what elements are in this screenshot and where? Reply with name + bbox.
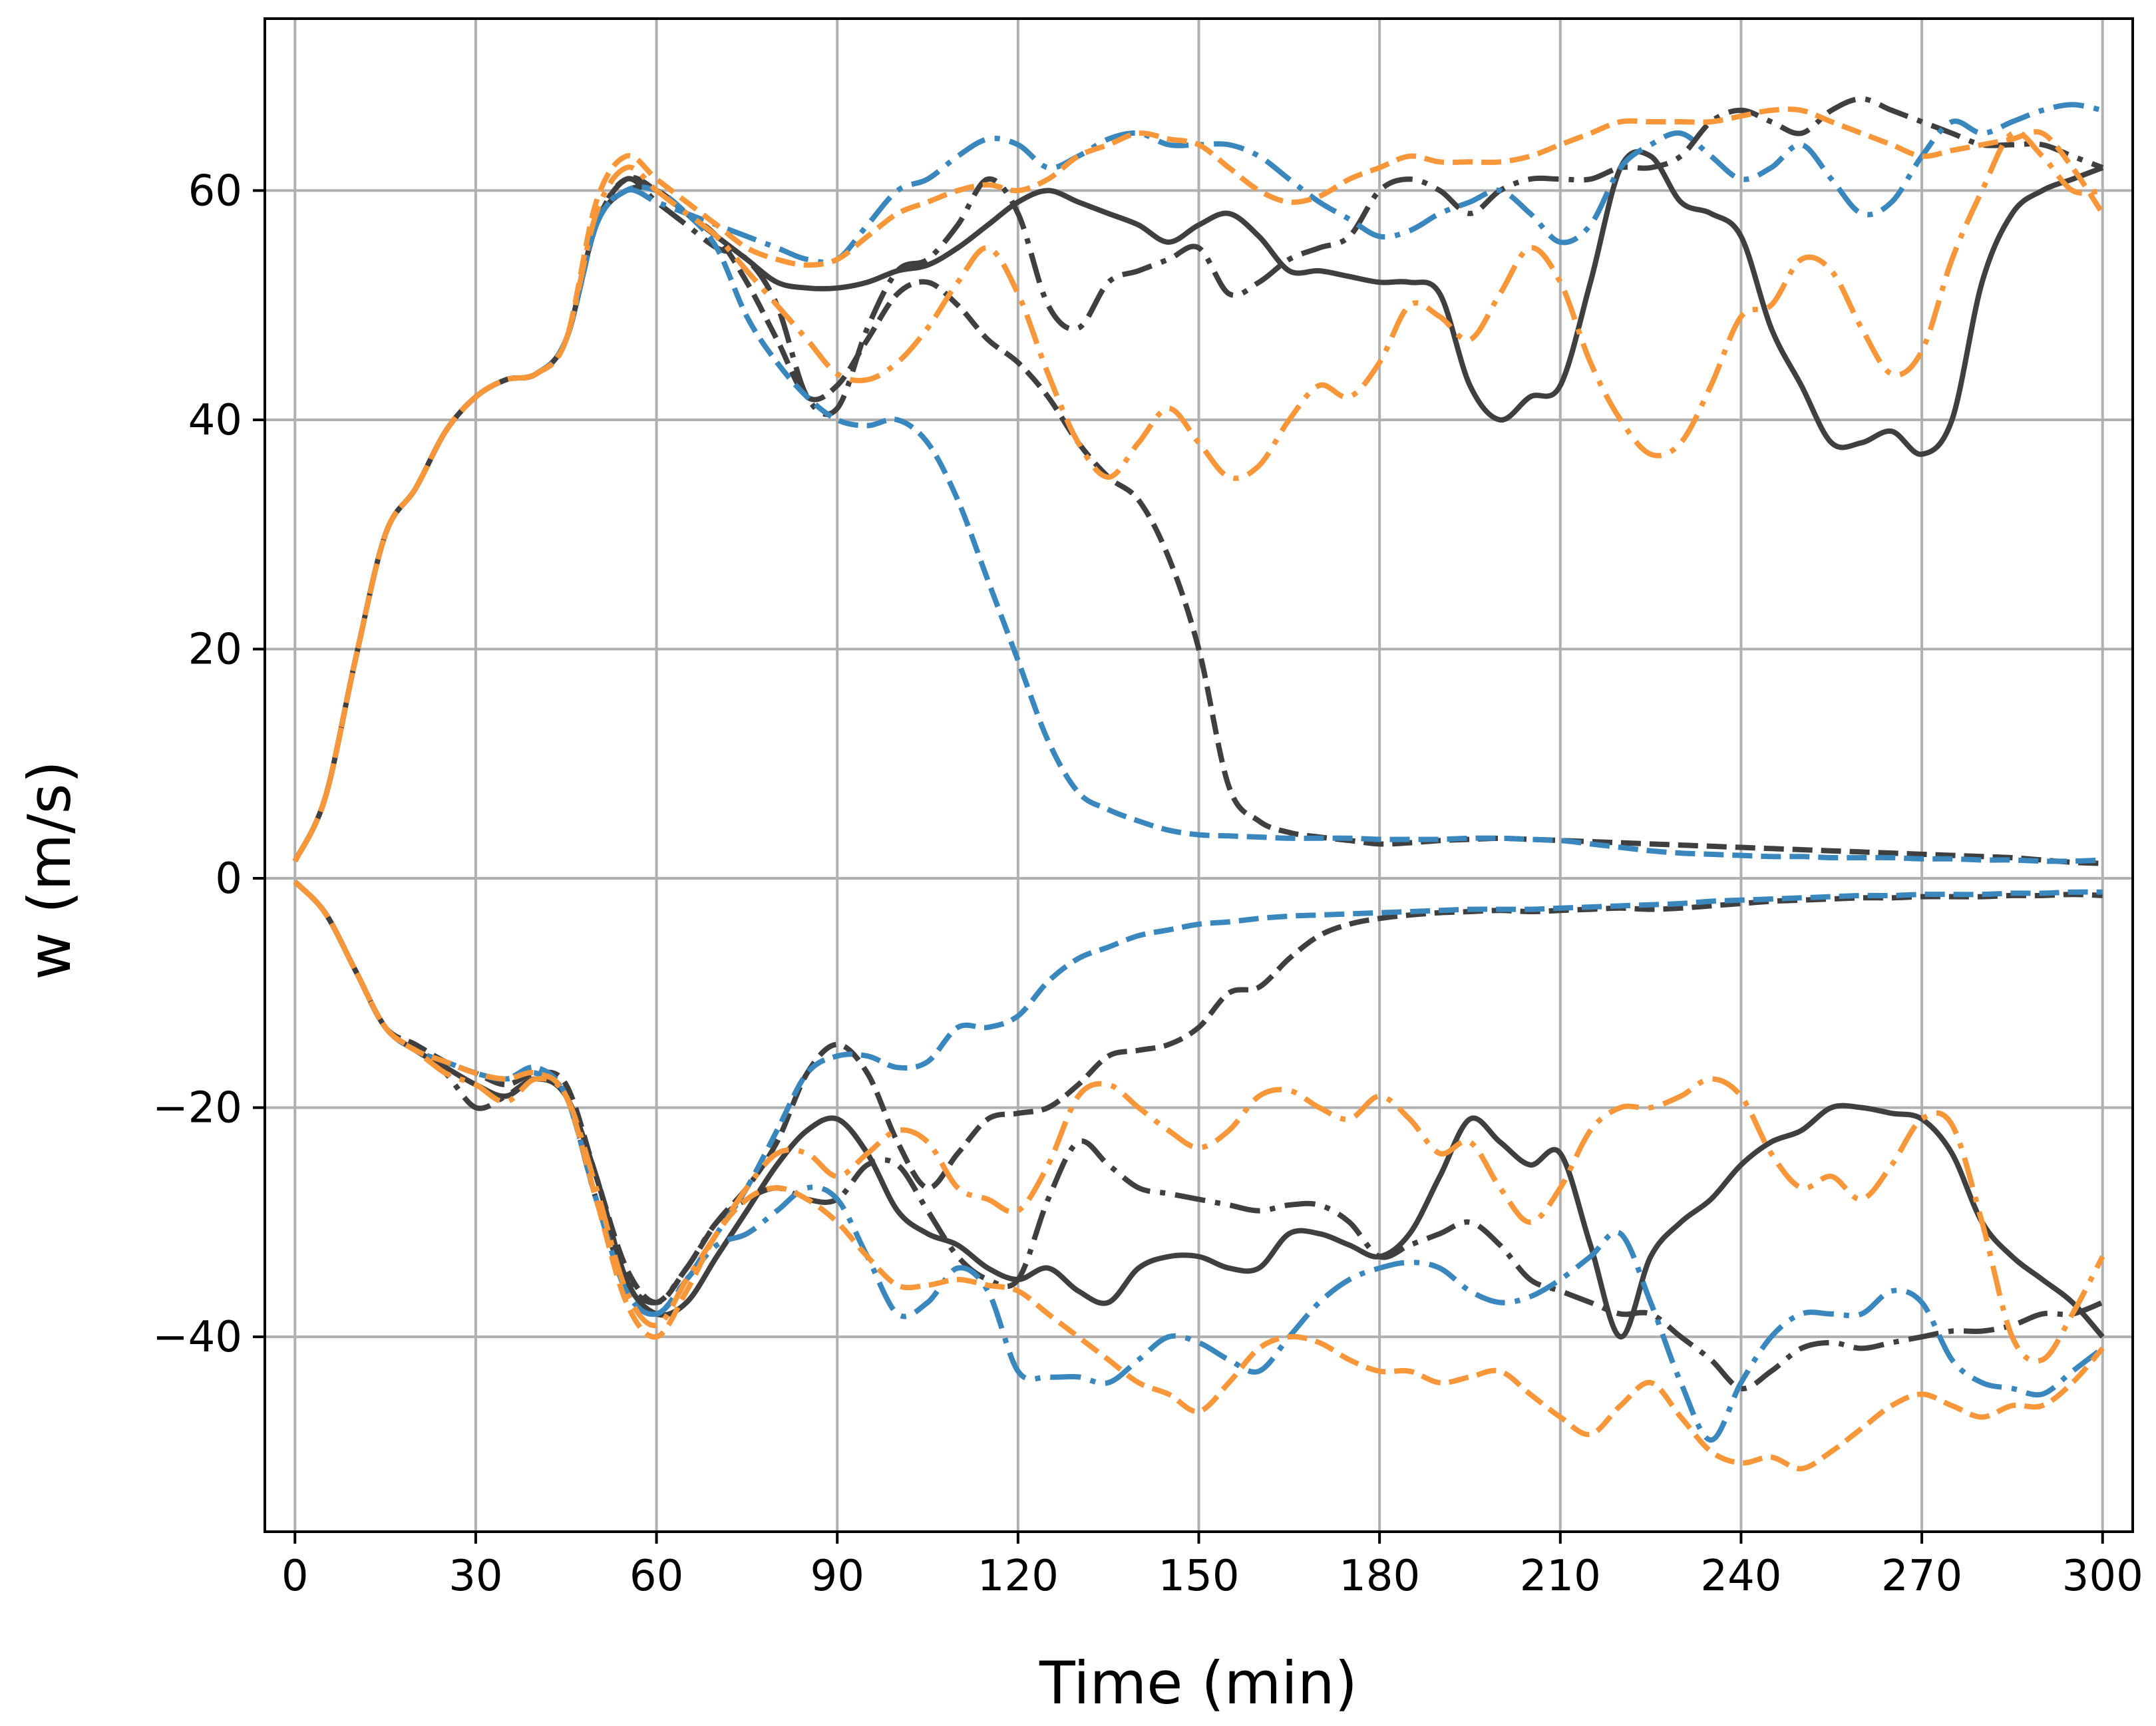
- x-tick-label: 300: [2062, 1552, 2143, 1601]
- series-black-dashdot-updraft: [292, 96, 2104, 862]
- x-tick-label: 150: [1158, 1552, 1239, 1601]
- x-tick-label: 90: [810, 1552, 864, 1601]
- x-tick-label: 30: [449, 1552, 502, 1601]
- y-tick-label: 40: [188, 396, 242, 445]
- x-tick-label: 120: [978, 1552, 1059, 1601]
- axis-ticks: 0 30 60 90 120 150 180 210 240 270 300 −40 −20 0 20 40 6…: [152, 166, 2143, 1601]
- y-tick-label: 0: [215, 854, 242, 904]
- series-orange-dashdot-updraft: [292, 129, 2103, 862]
- series-group: [292, 96, 2105, 1472]
- x-axis-label: Time (min): [1039, 1649, 1357, 1717]
- y-tick-label: 60: [188, 166, 242, 216]
- x-tick-label: 210: [1520, 1552, 1601, 1601]
- y-tick-label: −20: [152, 1084, 242, 1133]
- series-orange-dashdot-downdraft: [293, 880, 2105, 1364]
- y-tick-label: 20: [188, 625, 242, 675]
- x-tick-label: 240: [1700, 1552, 1781, 1601]
- y-tick-label: −40: [152, 1313, 242, 1362]
- x-tick-label: 60: [629, 1552, 683, 1601]
- series-blue-dashdot-updraft: [292, 102, 2103, 862]
- x-tick-label: 0: [281, 1552, 309, 1601]
- gridlines: [265, 19, 2133, 1532]
- x-tick-label: 180: [1339, 1552, 1420, 1601]
- x-tick-label: 270: [1881, 1552, 1962, 1601]
- y-axis-label: w (m/s): [15, 761, 84, 980]
